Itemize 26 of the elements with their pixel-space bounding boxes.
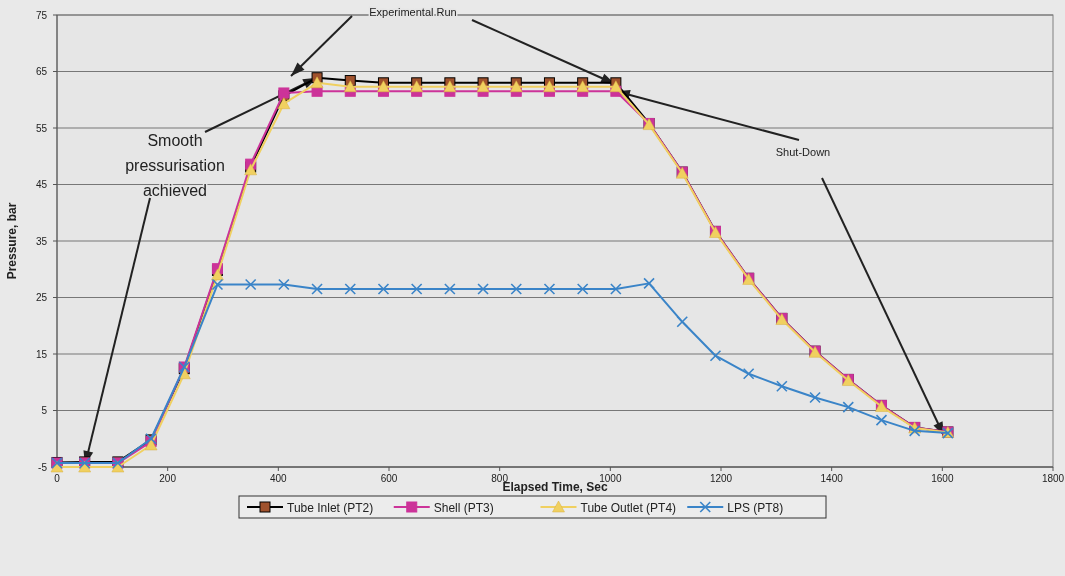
y-tick-label: 15 <box>35 348 48 360</box>
annotation: Smooth pressurisation achieved <box>125 132 225 199</box>
y-tick-label: 25 <box>35 292 48 303</box>
x-tick-label: 600 <box>380 473 398 484</box>
annotation: Experimental Run <box>369 6 457 18</box>
x-tick-label: 0 <box>54 473 61 484</box>
legend-label: Tube Outlet (PT4) <box>580 500 677 515</box>
legend-label: Tube Inlet (PT2) <box>287 500 374 515</box>
y-axis-title: Pressure, bar <box>5 202 19 280</box>
annotation: Shut-Down <box>775 146 831 158</box>
legend-label: LPS (PT8) <box>727 500 784 515</box>
y-tick-label: 55 <box>35 122 48 134</box>
legend-label: Shell (PT3) <box>433 500 494 515</box>
y-tick-label: 35 <box>35 235 48 247</box>
x-tick-label: 400 <box>269 473 288 484</box>
x-tick-label: 1800 <box>1041 473 1065 484</box>
y-tick-label: -5 <box>38 461 48 473</box>
y-tick-label: 75 <box>35 9 48 21</box>
x-tick-label: 1400 <box>820 473 844 484</box>
y-tick-label: 5 <box>41 405 48 416</box>
x-tick-label: 1200 <box>709 473 733 484</box>
y-tick-label: 65 <box>35 66 48 77</box>
y-tick-label: 45 <box>35 179 48 190</box>
x-tick-label: 1000 <box>599 473 622 484</box>
x-tick-label: 1600 <box>931 473 954 484</box>
x-tick-label: 200 <box>159 473 177 484</box>
